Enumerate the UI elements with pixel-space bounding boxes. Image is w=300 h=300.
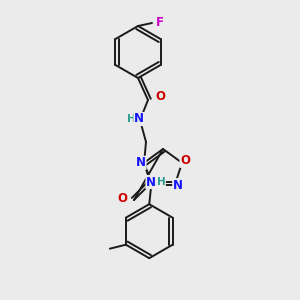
Text: N: N (134, 112, 144, 125)
Text: O: O (180, 154, 190, 167)
Text: O: O (117, 191, 127, 205)
Text: O: O (155, 89, 165, 103)
Text: N: N (173, 179, 183, 192)
Text: H: H (157, 177, 165, 187)
Text: N: N (146, 176, 156, 188)
Text: H: H (127, 114, 135, 124)
Text: N: N (136, 156, 146, 169)
Text: F: F (156, 16, 164, 29)
